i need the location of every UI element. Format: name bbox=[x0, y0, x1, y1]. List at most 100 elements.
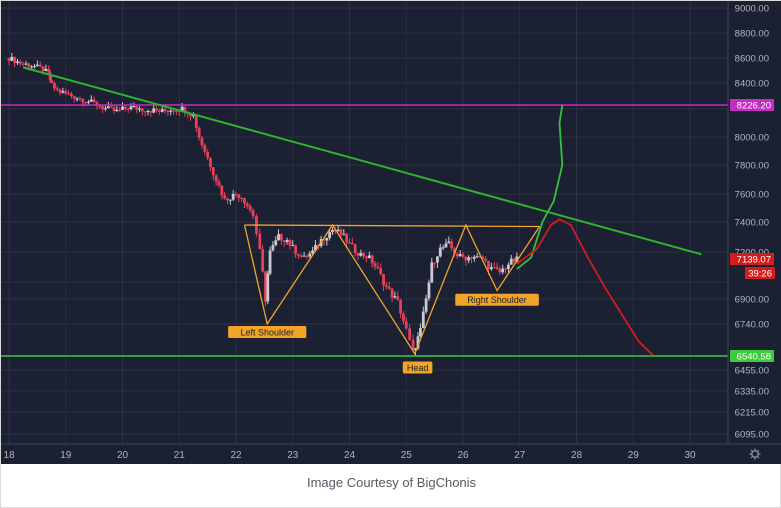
candle-body bbox=[41, 66, 45, 72]
price-axis-label: 7400.00 bbox=[735, 218, 769, 229]
candle-body bbox=[285, 240, 289, 242]
candle-body bbox=[331, 229, 334, 233]
candle-body bbox=[214, 175, 218, 182]
candle-body bbox=[478, 256, 482, 258]
time-axis-label: 18 bbox=[3, 450, 15, 461]
candle-body bbox=[356, 252, 360, 256]
candle-body bbox=[414, 348, 417, 351]
neckline bbox=[244, 224, 540, 228]
price-axis-label: 6740.00 bbox=[735, 320, 769, 331]
candle-body bbox=[84, 102, 88, 104]
gear-icon[interactable] bbox=[749, 448, 761, 460]
candle-body bbox=[24, 63, 28, 65]
candle-body bbox=[266, 273, 270, 302]
candle-body bbox=[81, 98, 85, 103]
price-axis-label: 9000.00 bbox=[735, 4, 769, 15]
candle-body bbox=[504, 268, 507, 270]
candle-body bbox=[75, 98, 79, 100]
candle-body bbox=[48, 72, 52, 81]
price-axis-label: 6215.00 bbox=[735, 408, 769, 419]
candle-body bbox=[132, 106, 136, 108]
pattern-label-box bbox=[402, 361, 433, 374]
candle-body bbox=[166, 110, 170, 112]
price-axis-label: 6095.00 bbox=[735, 430, 769, 441]
candle-body bbox=[115, 109, 119, 112]
candle-body bbox=[311, 250, 315, 254]
candle-body bbox=[308, 253, 312, 257]
time-axis-label: 19 bbox=[60, 450, 72, 461]
price-axis: 9000.00 8800.00 8600.00 8400.00 8226.20 8000.… bbox=[730, 4, 775, 441]
candle-body bbox=[89, 99, 93, 102]
candle-body bbox=[291, 245, 295, 247]
candle-body bbox=[396, 296, 400, 300]
head-and-shoulders-pattern bbox=[243, 223, 541, 356]
candle-body bbox=[92, 99, 96, 102]
candle-body bbox=[379, 268, 383, 275]
candle-body bbox=[339, 229, 343, 235]
candle-body bbox=[220, 185, 224, 196]
candle-body bbox=[430, 262, 434, 283]
candle-body bbox=[271, 245, 275, 251]
candle-body bbox=[464, 256, 468, 261]
candle-body bbox=[261, 249, 265, 272]
candle-body bbox=[258, 233, 262, 250]
candle-body bbox=[58, 89, 62, 93]
candle-body bbox=[322, 239, 326, 241]
price-tag-label: 6540.58 bbox=[737, 352, 771, 363]
candle-body bbox=[416, 336, 420, 349]
candle-body bbox=[264, 271, 267, 302]
candle-body bbox=[129, 106, 133, 110]
candle-body bbox=[433, 262, 437, 264]
time-axis-label: 30 bbox=[684, 450, 696, 461]
candle-body bbox=[509, 258, 513, 265]
pattern-label: Head bbox=[407, 363, 429, 373]
candle-body bbox=[192, 115, 195, 117]
candle-body bbox=[240, 197, 244, 199]
time-axis-label: 28 bbox=[571, 450, 583, 461]
candle-body bbox=[206, 151, 210, 158]
candle-body bbox=[231, 193, 235, 200]
candle-body bbox=[387, 286, 391, 289]
candle-body bbox=[251, 210, 255, 216]
candle-body bbox=[325, 237, 329, 241]
time-axis: 18 19 20 21 22 23 24 25 26 27 28 29 30 bbox=[3, 450, 696, 461]
candle-body bbox=[376, 266, 380, 269]
descending-trendline bbox=[22, 66, 702, 256]
price-axis-label: 7800.00 bbox=[735, 161, 769, 172]
candle-body bbox=[248, 205, 252, 211]
candle-body bbox=[143, 111, 147, 113]
candle-body bbox=[404, 321, 408, 329]
candle-body bbox=[328, 232, 332, 238]
bearish-projection-path bbox=[516, 218, 654, 356]
price-axis-label: 6900.00 bbox=[735, 295, 769, 306]
pattern-overlays bbox=[1, 66, 728, 357]
candle-body bbox=[200, 137, 204, 146]
candle-body bbox=[35, 64, 39, 67]
candle-body bbox=[175, 110, 178, 112]
chart-plot-background bbox=[1, 1, 781, 464]
candle-body bbox=[447, 241, 451, 244]
candle-body bbox=[302, 255, 306, 257]
candle-body bbox=[353, 244, 357, 253]
candle-body bbox=[135, 106, 139, 110]
price-axis-label: 8400.00 bbox=[735, 79, 769, 90]
candle-body bbox=[61, 91, 65, 93]
candle-body bbox=[7, 58, 11, 61]
candle-body bbox=[27, 63, 31, 67]
pattern-label: Right Shoulder bbox=[467, 295, 527, 305]
price-axis-background bbox=[728, 1, 781, 444]
candle-body bbox=[384, 285, 388, 287]
candle-body bbox=[362, 253, 366, 257]
candle-body bbox=[109, 106, 113, 108]
candle-body bbox=[98, 105, 102, 107]
candle-body bbox=[399, 299, 402, 314]
price-tag bbox=[745, 267, 775, 279]
candle-body bbox=[53, 83, 56, 89]
candle-body bbox=[223, 195, 227, 199]
candle-body bbox=[450, 241, 454, 249]
candle-body bbox=[78, 98, 82, 100]
candle-body bbox=[112, 107, 116, 112]
price-axis-label: 6455.00 bbox=[735, 366, 769, 377]
time-axis-label: 20 bbox=[117, 450, 129, 461]
candle-body bbox=[157, 110, 161, 112]
